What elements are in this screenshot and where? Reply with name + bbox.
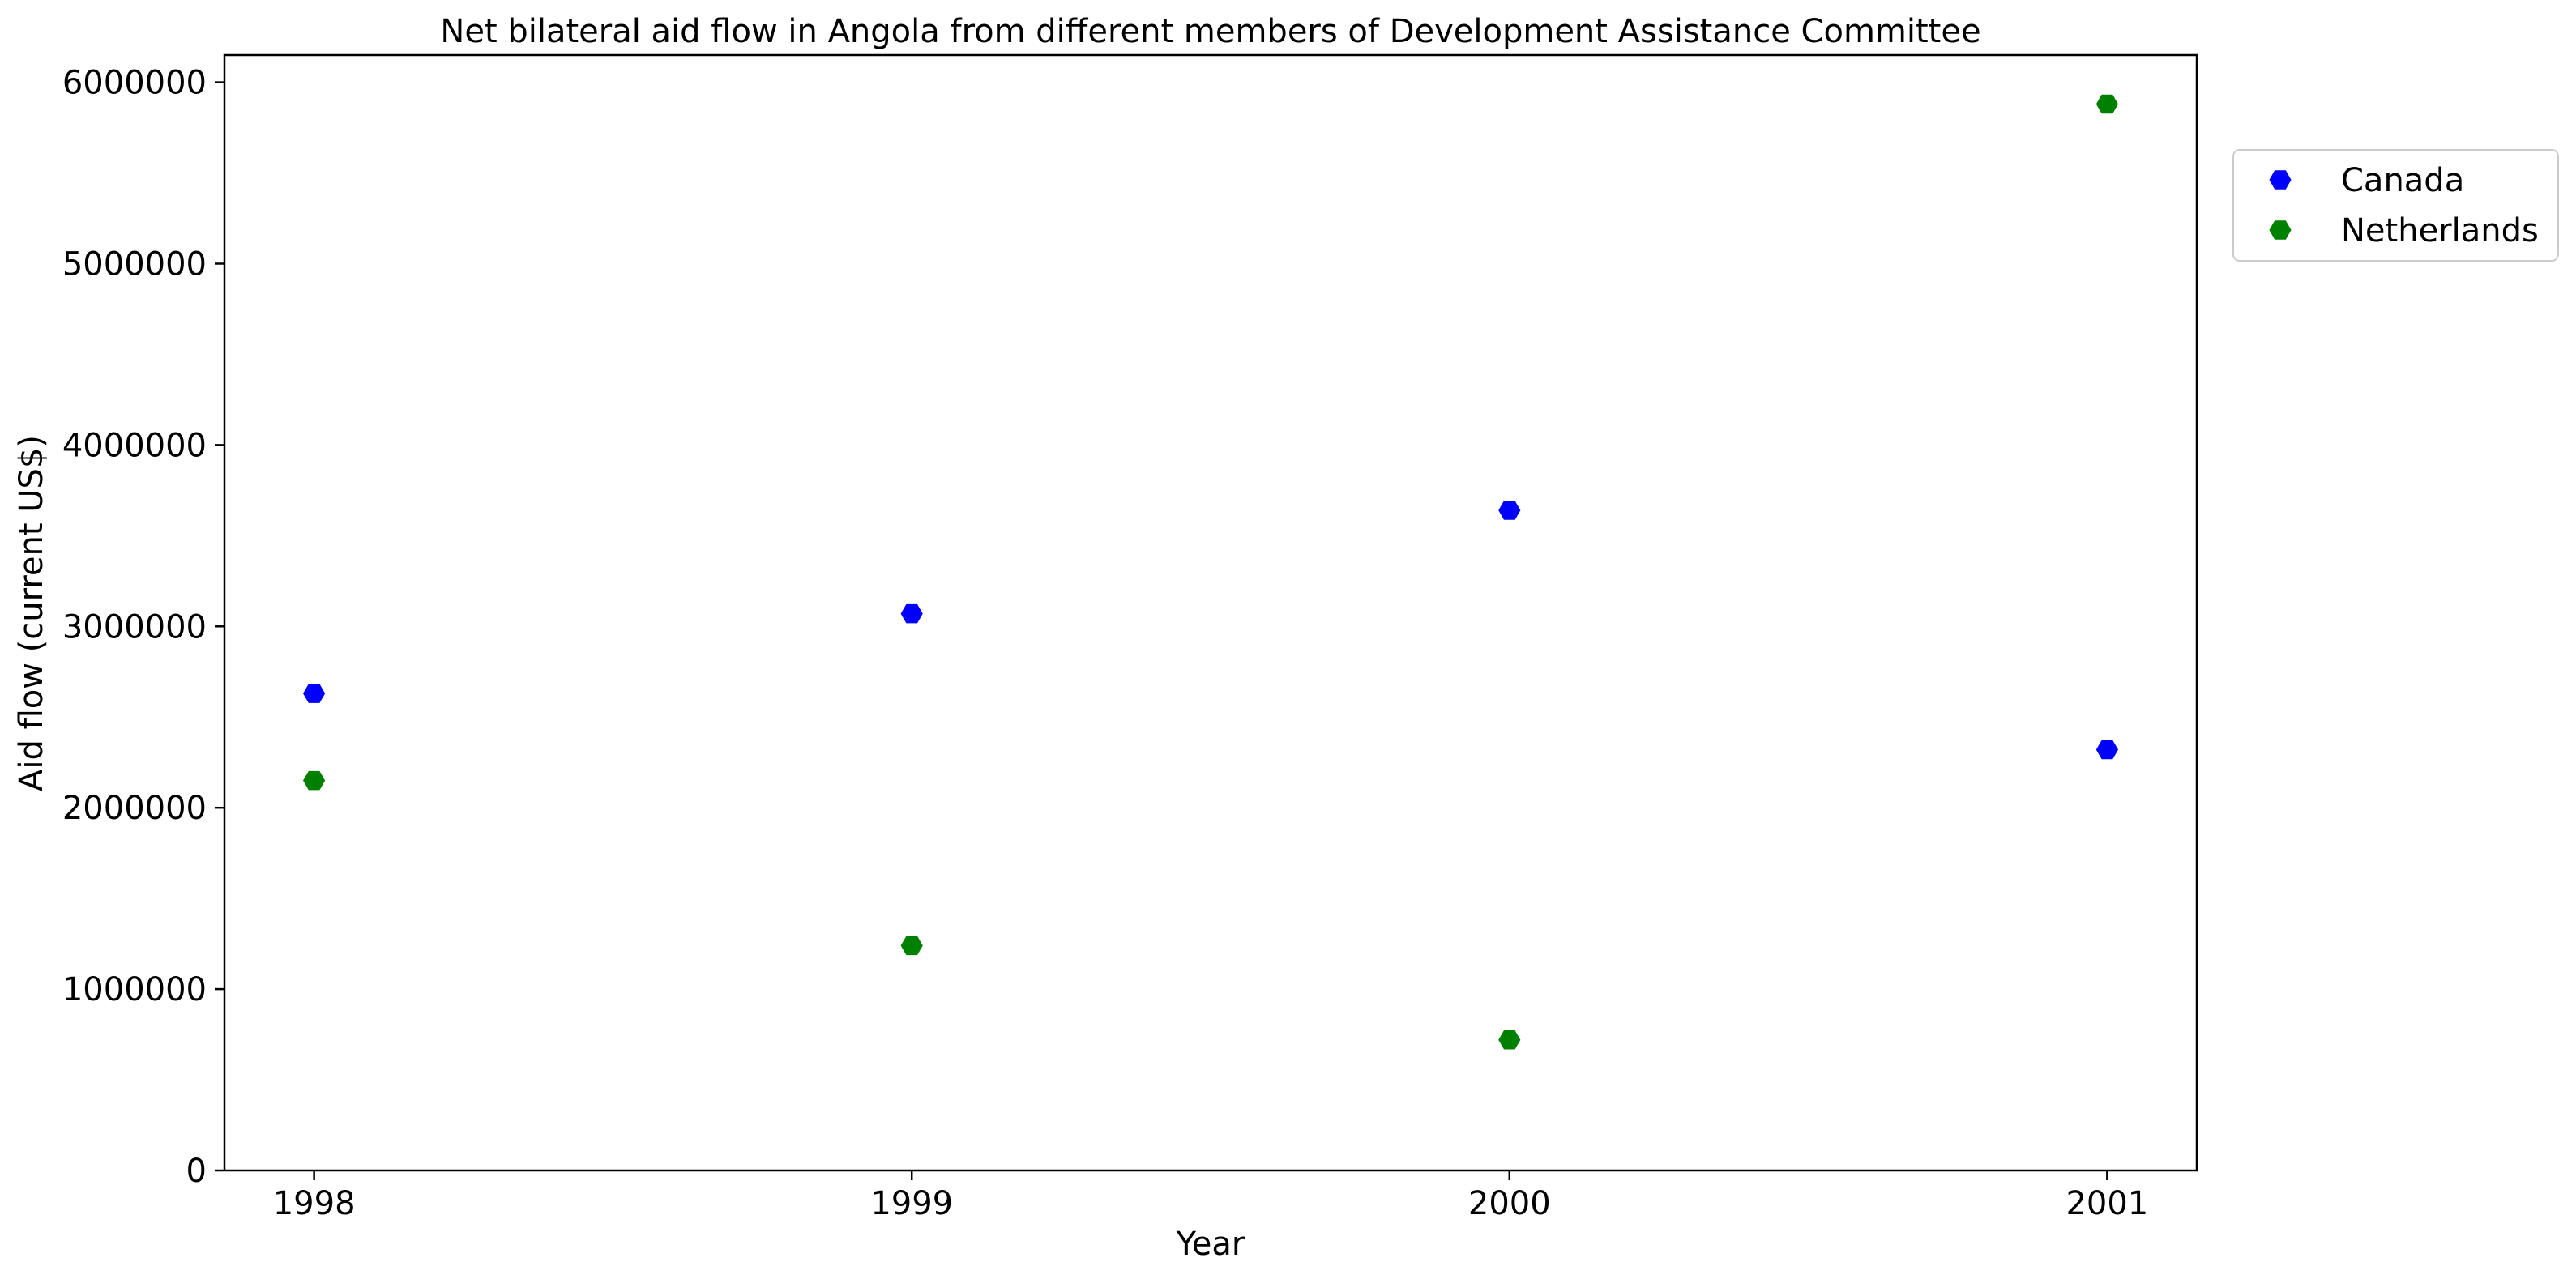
legend-box [2232,149,2559,262]
data-points [303,94,2118,1050]
y-tick-label: 4000000 [62,427,207,464]
y-tick-label: 2000000 [62,790,207,827]
point-canada-1999 [900,603,923,624]
legend-label-canada: Canada [2341,162,2464,199]
point-canada-1998 [303,684,326,703]
x-tick-label: 2001 [2065,1185,2148,1222]
x-tick-label: 2000 [1468,1185,1551,1222]
x-tick-label: 1998 [273,1185,356,1222]
y-tick-label: 1000000 [62,971,207,1008]
x-tick-label: 1999 [870,1185,953,1222]
y-tick-label: 6000000 [62,65,207,102]
x-axis-label: Year [1176,1226,1245,1263]
y-tick-label: 5000000 [62,245,207,283]
y-tick-label: 0 [186,1153,207,1190]
point-netherlands-1998 [303,770,326,791]
legend-marker-netherlands [2269,220,2292,240]
y-axis: 0 1000000 2000000 3000000 4000000 5000000 6000… [62,65,224,1190]
plot-area [223,53,2198,1172]
x-axis: 1998 1999 2000 2001 [273,1170,2148,1222]
y-axis-label: Aid flow (current US$) [13,435,50,791]
point-netherlands-1999 [900,936,923,956]
point-netherlands-2000 [1498,1030,1521,1050]
legend-marker-canada [2269,170,2292,190]
point-canada-2000 [1498,501,1521,520]
y-tick-label: 3000000 [62,608,207,646]
point-canada-2001 [2095,740,2118,760]
legend-label-netherlands: Netherlands [2341,212,2539,249]
legend: Canada Netherlands [2232,149,2559,262]
chart-title: Net bilateral aid flow in Angola from di… [440,13,1980,50]
point-netherlands-2001 [2095,94,2118,114]
